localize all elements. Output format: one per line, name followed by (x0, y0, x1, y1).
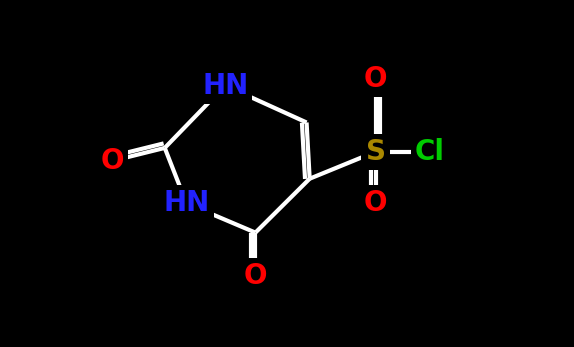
Text: O: O (364, 189, 387, 217)
Text: Cl: Cl (415, 138, 445, 166)
Text: O: O (100, 147, 124, 175)
Text: S: S (366, 138, 386, 166)
Text: O: O (364, 65, 387, 93)
Text: HN: HN (164, 189, 210, 217)
Text: O: O (244, 262, 267, 290)
Text: HN: HN (202, 71, 249, 100)
